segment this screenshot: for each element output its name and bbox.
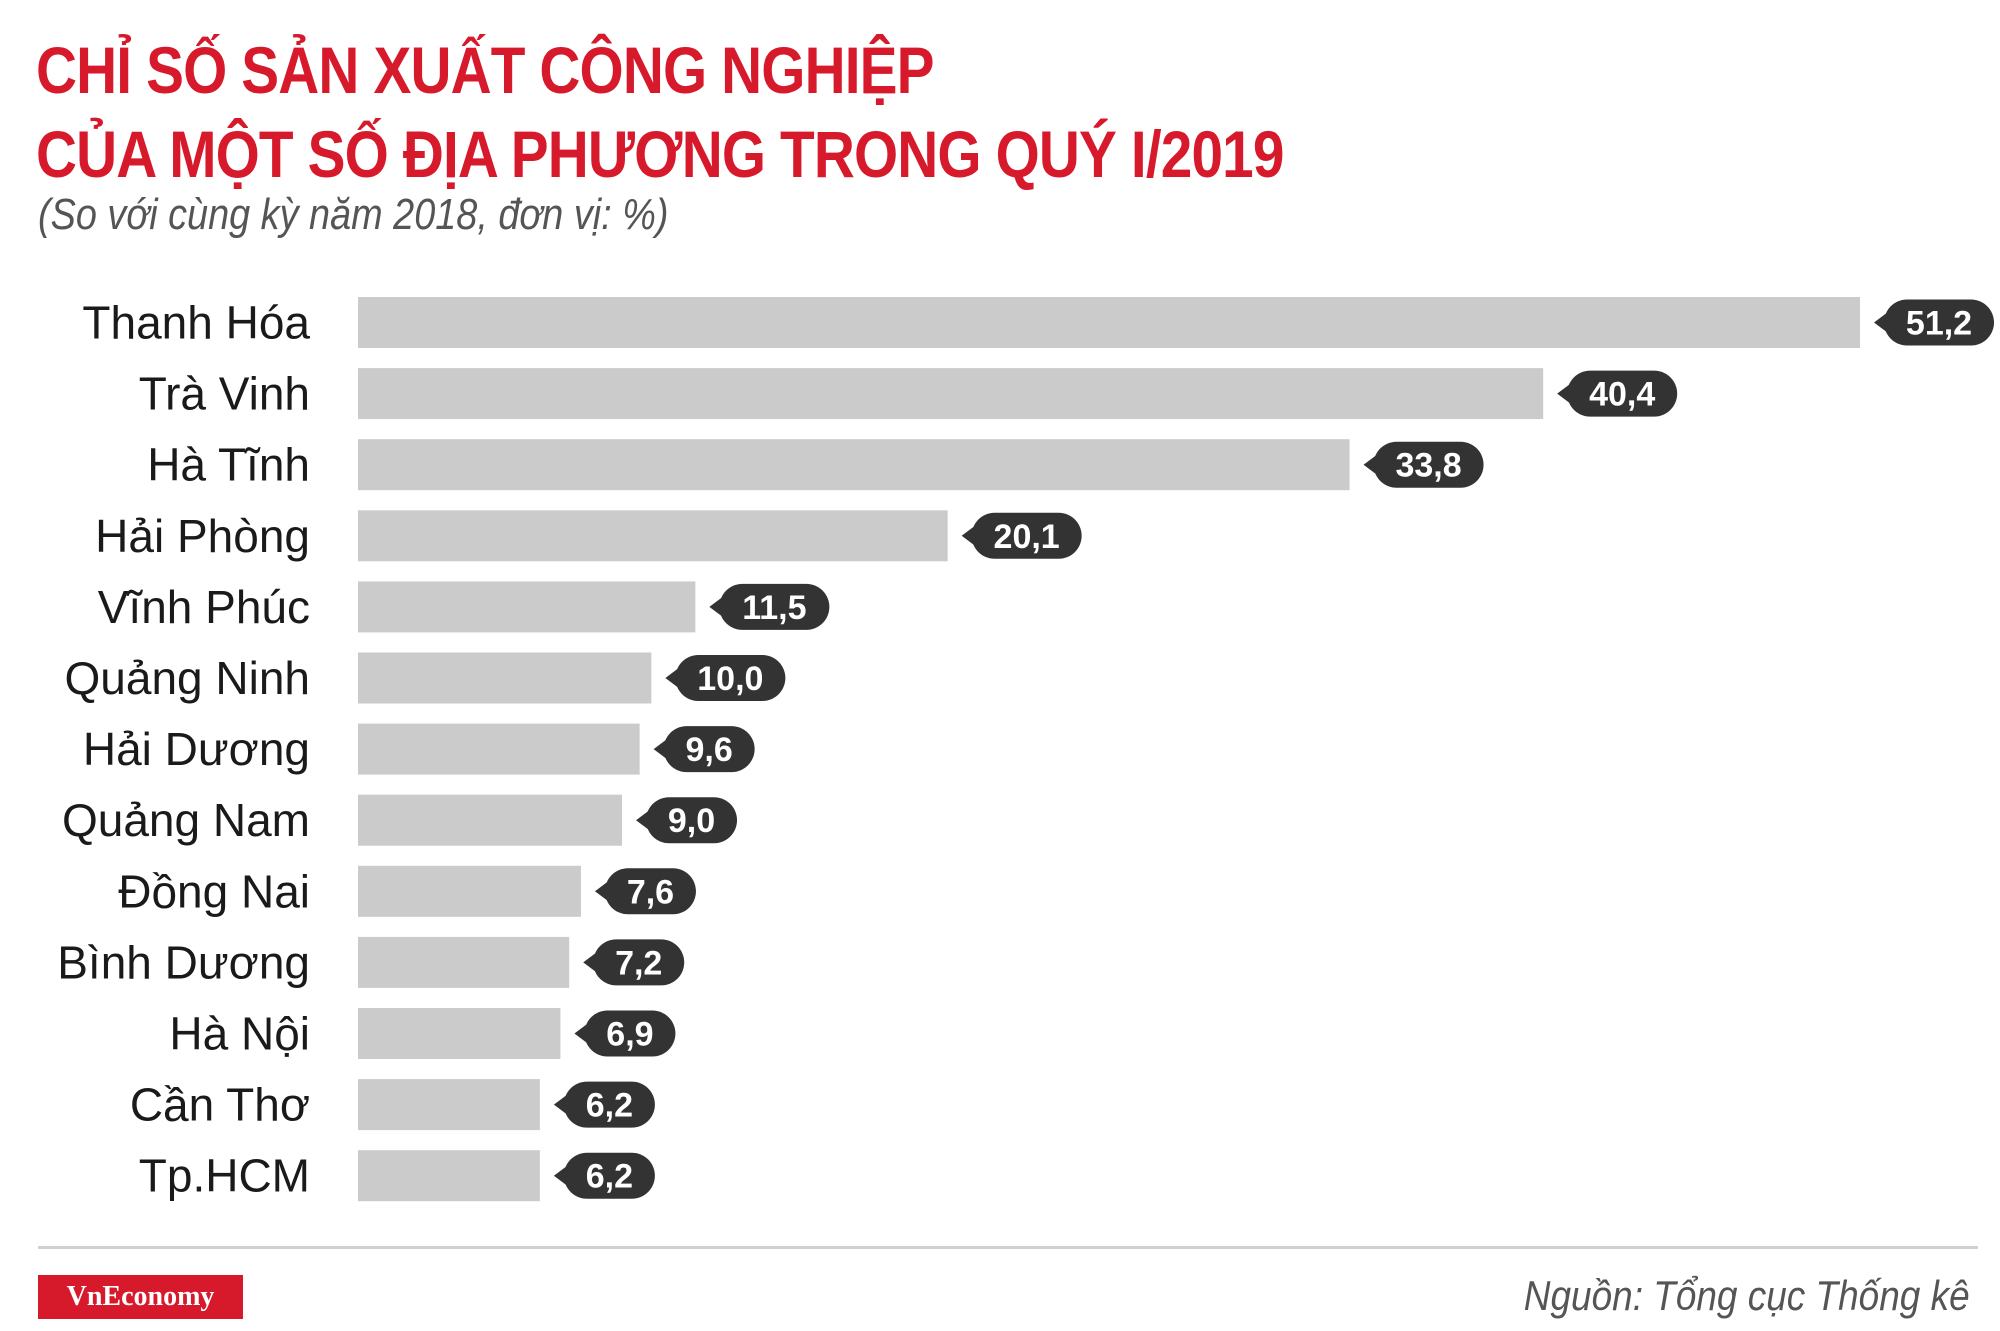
bar: [358, 510, 948, 562]
value-label-bubble: [604, 868, 696, 915]
source-note: Nguồn: Tổng cục Thống kê: [1524, 1272, 1970, 1319]
value-label-pointer: [594, 882, 607, 901]
category-label: Đồng Nai: [118, 865, 310, 917]
value-label: 6,9: [606, 1016, 653, 1054]
value-label-bubble: [1567, 370, 1678, 417]
category-label: Tp.HCM: [139, 1150, 310, 1202]
bar: [358, 297, 1860, 348]
bar: [358, 581, 696, 633]
bar: [358, 652, 652, 704]
value-label-bubble: [563, 1081, 655, 1128]
chart-title-line-1: CHỈ SỐ SẢN XUẤT CÔNG NGHIỆP: [36, 33, 934, 107]
value-label: 40,4: [1589, 376, 1655, 414]
value-label-bubble: [675, 655, 786, 701]
value-label-bubble: [663, 726, 755, 773]
category-label: Trà Vinh: [139, 368, 310, 420]
category-label: Thanh Hóa: [82, 297, 310, 349]
value-label-bubble: [584, 1010, 676, 1057]
bar: [358, 865, 581, 917]
value-label-bubble: [719, 583, 830, 630]
value-label-pointer: [961, 526, 974, 545]
category-label: Hà Tĩnh: [147, 439, 310, 491]
category-label: Bình Dương: [57, 936, 310, 988]
value-label: 7,6: [627, 873, 674, 911]
value-label-pointer: [553, 1095, 566, 1114]
chart-title: CHỈ SỐ SẢN XUẤT CÔNG NGHIỆP CỦA MỘT SỐ Đ…: [36, 28, 1284, 196]
vneconomy-logo: VnEconomy: [38, 1275, 243, 1319]
bar: [358, 1150, 540, 1202]
category-label: Quảng Nam: [62, 794, 310, 846]
category-label: Hà Nội: [169, 1008, 310, 1060]
bar: [358, 439, 1350, 491]
value-label-bubble: [646, 797, 738, 844]
value-label-bubble: [971, 512, 1082, 559]
value-label-bubble: [1373, 441, 1484, 488]
value-label: 9,0: [668, 802, 715, 840]
value-label-bubble: [593, 939, 685, 986]
value-label-pointer: [574, 1024, 587, 1043]
value-label: 9,6: [685, 731, 732, 769]
value-label: 7,2: [615, 944, 662, 982]
bar: [358, 1079, 540, 1131]
value-label: 6,2: [586, 1158, 633, 1196]
bar-chart: Thanh Hóa 51,2 Trà Vinh 40,4 Hà Tĩnh 33,8 Hải …: [57, 297, 1994, 1202]
bar: [358, 936, 570, 988]
bar: [358, 794, 623, 846]
value-label-pointer: [709, 597, 722, 616]
value-label-pointer: [636, 811, 649, 830]
value-label: 10,0: [697, 660, 763, 698]
value-label-bubble: [563, 1152, 655, 1199]
category-label: Quảng Ninh: [65, 652, 311, 704]
bar: [358, 723, 640, 775]
category-label: Cần Thơ: [130, 1079, 310, 1131]
value-label-pointer: [1363, 455, 1376, 474]
value-label-pointer: [1557, 384, 1570, 403]
value-label-pointer: [1874, 313, 1886, 332]
category-label: Hải Dương: [83, 723, 310, 775]
value-label: 51,2: [1906, 305, 1972, 343]
value-label: 20,1: [994, 518, 1060, 556]
value-label: 33,8: [1395, 447, 1461, 485]
value-label-pointer: [583, 953, 596, 972]
value-label-pointer: [553, 1166, 566, 1185]
value-label: 11,5: [742, 589, 806, 627]
bar: [358, 1008, 561, 1059]
footer-divider: [38, 1246, 1978, 1249]
value-label: 6,2: [586, 1087, 633, 1125]
category-label: Vĩnh Phúc: [98, 581, 310, 633]
chart-subtitle: (So với cùng kỳ năm 2018, đơn vị: %): [38, 190, 669, 239]
value-label-pointer: [653, 740, 666, 759]
chart-title-line-2: CỦA MỘT SỐ ĐỊA PHƯƠNG TRONG QUÝ I/2019: [36, 117, 1284, 191]
value-label-pointer: [665, 669, 678, 687]
bar: [358, 368, 1544, 420]
category-label: Hải Phòng: [95, 510, 310, 562]
value-label-bubble: [1884, 299, 1994, 346]
